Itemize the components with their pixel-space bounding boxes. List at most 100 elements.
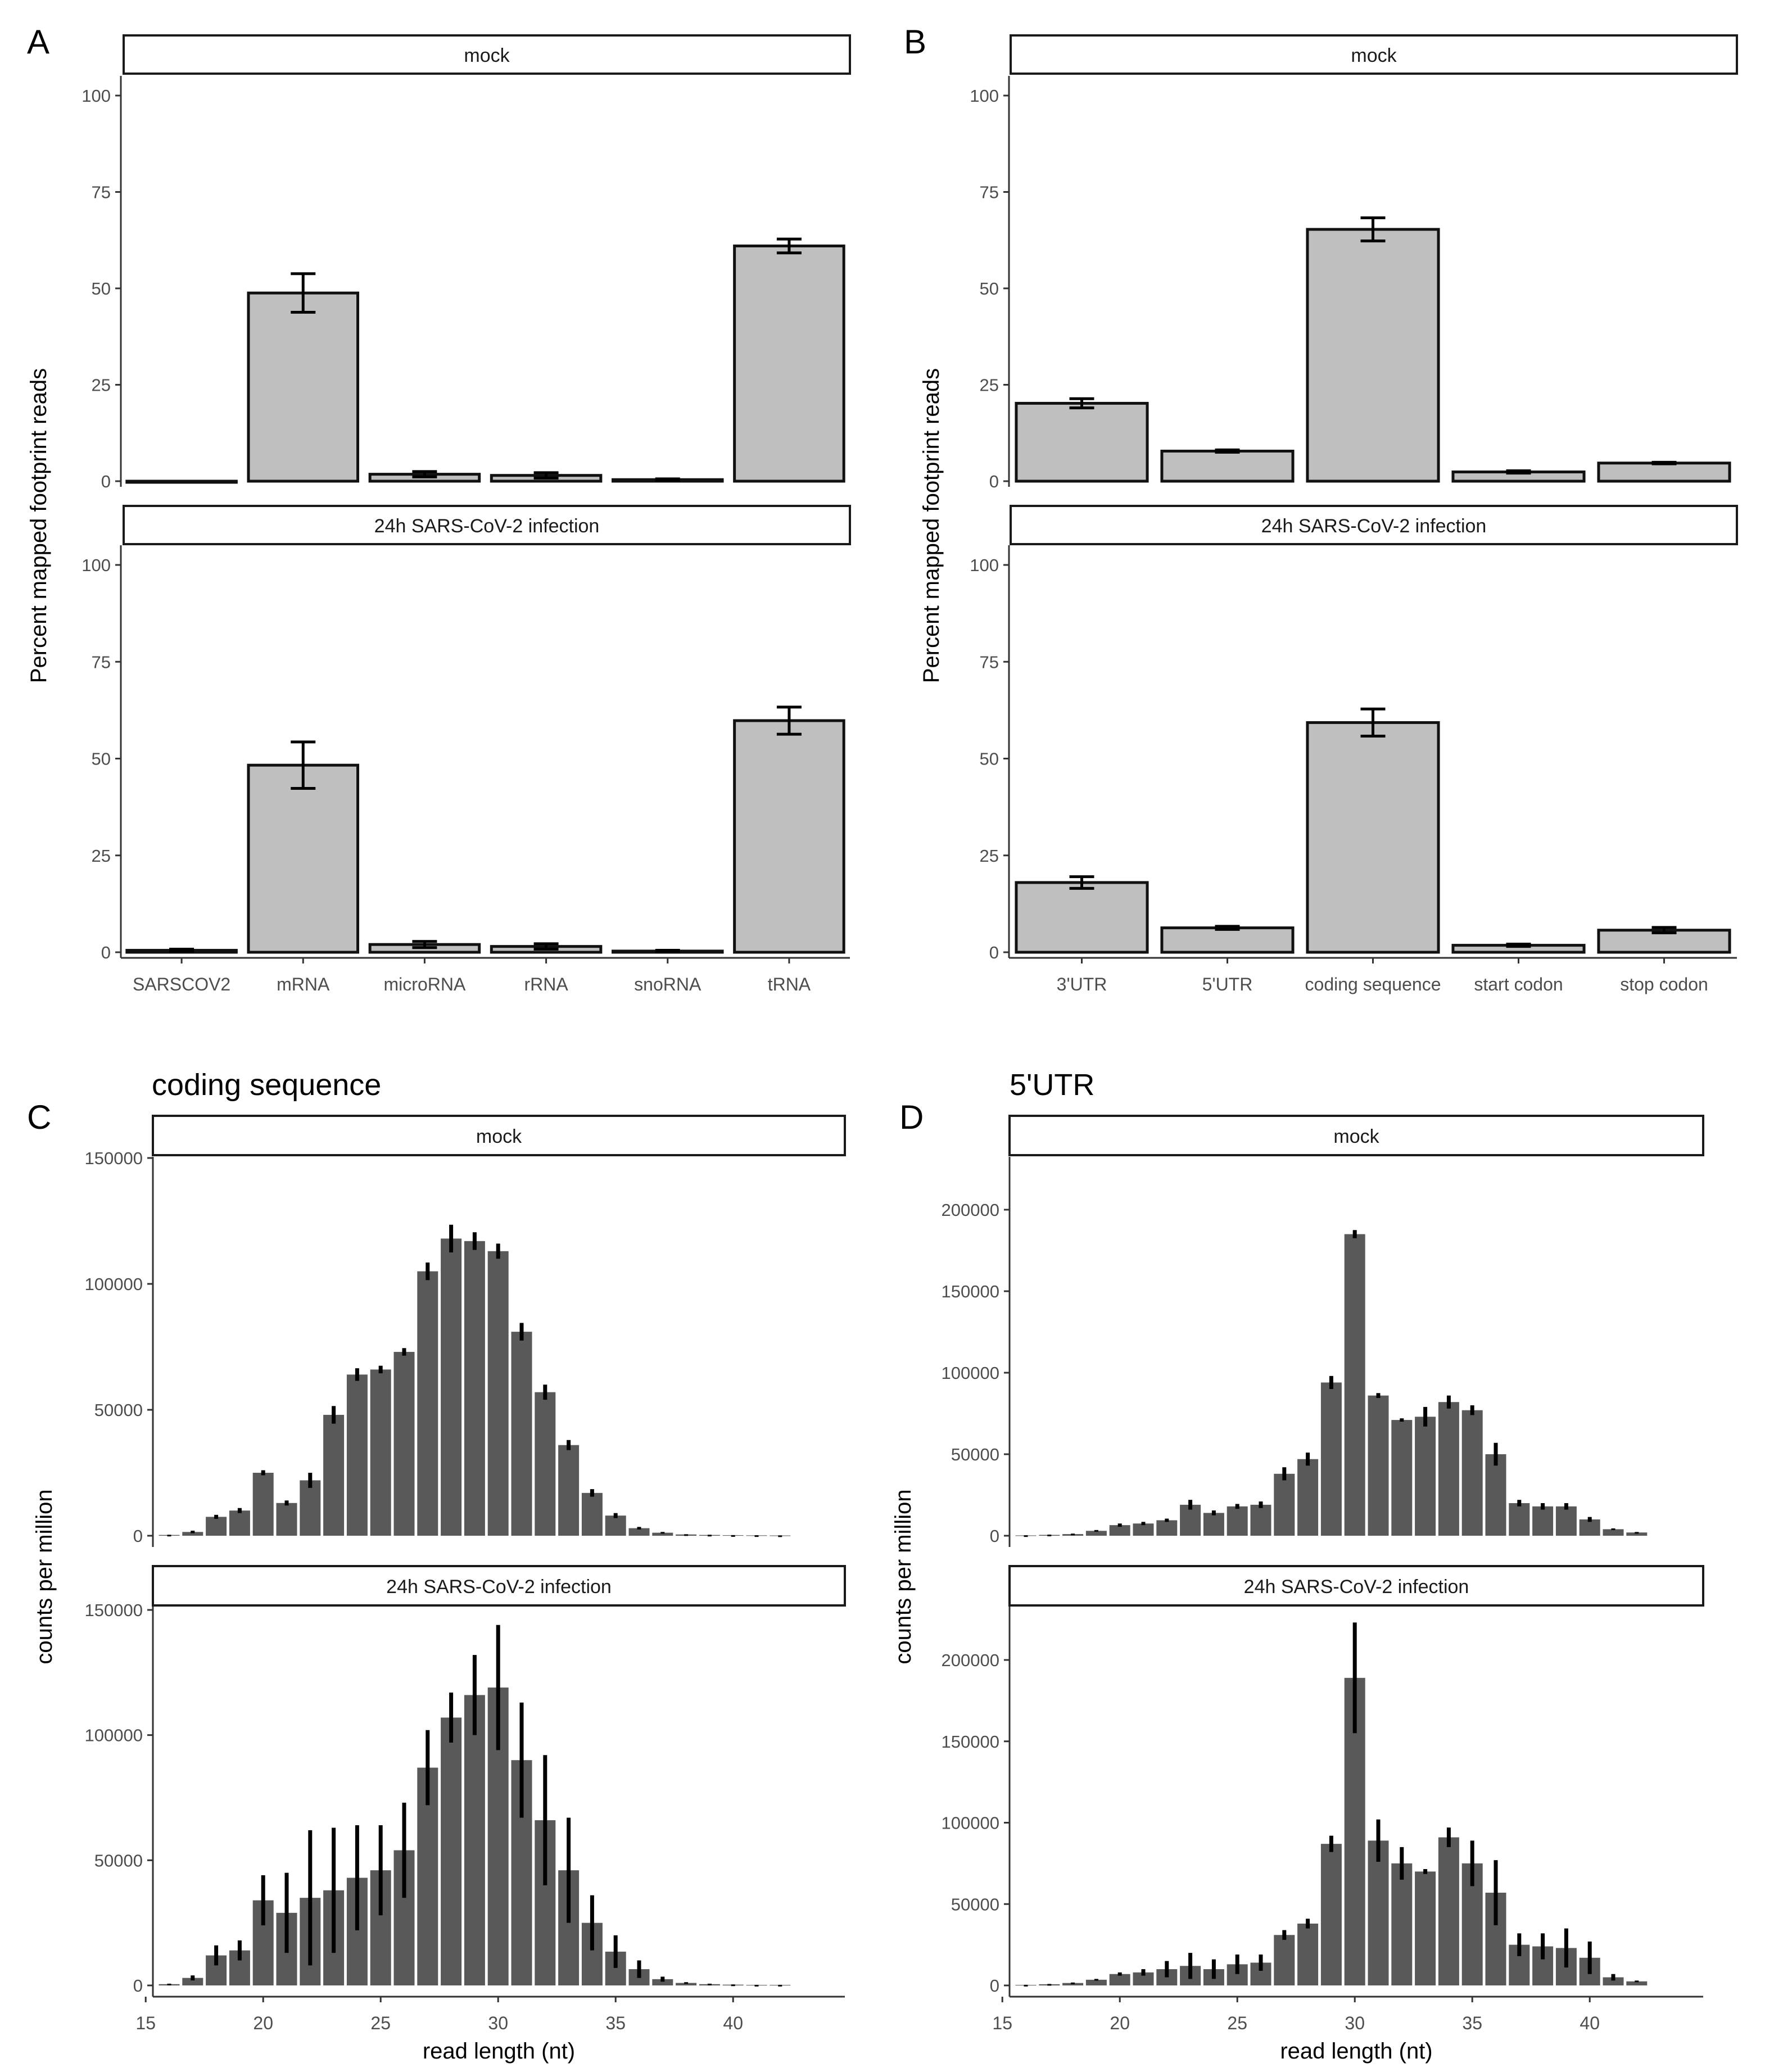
y-tick-label: 150000	[85, 1600, 143, 1620]
panel-title: 5'UTR	[1010, 1068, 1094, 1102]
bar	[441, 1717, 462, 1985]
bar	[1160, 926, 1295, 954]
bar	[1297, 1923, 1319, 1985]
bar	[323, 1414, 345, 1536]
y-tick-label: 50	[92, 749, 111, 769]
bar	[1438, 1837, 1459, 1985]
x-tick-label: 15	[135, 2013, 156, 2033]
y-tick-label: 150000	[942, 1282, 999, 1301]
bar	[1597, 462, 1731, 483]
y-tick-label: 50000	[951, 1445, 999, 1464]
bar	[229, 1510, 250, 1536]
facet-strip-label: 24h SARS-CoV-2 infection	[1244, 1576, 1469, 1598]
bar	[1415, 1871, 1436, 1985]
panel-letter: C	[27, 1098, 51, 1136]
y-tick-label: 0	[133, 1526, 143, 1546]
x-tick-label: 5'UTR	[1202, 974, 1253, 994]
bar	[1250, 1504, 1271, 1536]
bar	[1626, 1532, 1648, 1536]
bar	[652, 1979, 673, 1985]
bar	[535, 1392, 556, 1536]
facet-strip	[152, 1115, 846, 1156]
bar	[182, 1978, 203, 1985]
bar	[581, 1492, 603, 1536]
y-tick-label: 25	[92, 846, 111, 866]
x-tick-label: 25	[370, 2013, 391, 2033]
y-tick-label: 100000	[942, 1813, 999, 1833]
bar	[1156, 1520, 1178, 1536]
x-tick-label: SARSCOV2	[133, 974, 230, 994]
x-tick-label: rRNA	[524, 974, 568, 994]
bar	[441, 1238, 462, 1536]
facet-infection: 24h SARS-CoV-2 infection 0 25 50 75 100 3'UTR 5…	[970, 505, 1738, 994]
y-tick-label: 75	[92, 652, 111, 672]
y-tick-label: 0	[101, 472, 111, 491]
bar	[1320, 1844, 1342, 1985]
y-tick-label: 100000	[85, 1726, 143, 1745]
x-tick-label: 15	[992, 2013, 1012, 2033]
x-tick-label: 20	[1110, 2013, 1130, 2033]
facet-strip	[1008, 1115, 1704, 1156]
bar	[1461, 1410, 1483, 1536]
x-tick-label: 40	[1580, 2013, 1600, 2033]
y-axis-label: Percent mapped footprint reads	[26, 368, 51, 683]
x-tick-label: 30	[488, 2013, 508, 2033]
y-tick-label: 50	[92, 279, 111, 298]
bar	[346, 1374, 368, 1536]
facet-strip	[1010, 505, 1738, 545]
bar	[206, 1517, 227, 1536]
y-tick-label: 50	[980, 749, 999, 769]
y-tick-label: 25	[92, 376, 111, 395]
x-tick-label: stop codon	[1620, 974, 1708, 994]
x-axis-label: read length (nt)	[1280, 2039, 1432, 2064]
x-tick-label: mRNA	[277, 974, 330, 994]
bar	[1109, 1525, 1130, 1536]
bar	[247, 291, 360, 483]
y-axis-label: counts per million	[32, 1489, 57, 1664]
facet-mock: mock 0 50000 100000 150000 200000	[942, 1115, 1704, 1547]
bar	[1485, 1454, 1506, 1536]
x-tick-label: start codon	[1474, 974, 1563, 994]
y-tick-label: 0	[133, 1976, 143, 1996]
y-tick-label: 0	[989, 472, 999, 491]
y-tick-label: 100000	[942, 1363, 999, 1383]
y-tick-label: 100	[970, 86, 999, 106]
bar	[1085, 1979, 1107, 1985]
facet-strip	[1008, 1565, 1704, 1607]
bar	[1415, 1417, 1436, 1536]
x-tick-label: snoRNA	[634, 974, 702, 994]
bar	[1160, 449, 1295, 483]
panel-letter: D	[899, 1098, 924, 1136]
y-axis-label: counts per million	[891, 1489, 916, 1664]
y-tick-label: 75	[980, 183, 999, 202]
bar	[1509, 1503, 1530, 1536]
bar	[1532, 1506, 1554, 1536]
facet-strip-label: 24h SARS-CoV-2 infection	[1261, 515, 1487, 537]
facet-strip-label: 24h SARS-CoV-2 infection	[386, 1576, 612, 1598]
bar	[1555, 1506, 1577, 1536]
y-tick-label: 100	[82, 86, 111, 106]
bar	[1603, 1529, 1624, 1536]
bar	[1062, 1983, 1084, 1985]
bar	[676, 1983, 697, 1985]
bar	[487, 1251, 509, 1536]
bar	[652, 1532, 673, 1536]
bar	[1297, 1459, 1319, 1536]
bar	[393, 1351, 415, 1536]
facet-infection: 24h SARS-CoV-2 infection 0 50000 100000 1500…	[85, 1565, 846, 2064]
facet-mock: mock 0 25 50 75 100	[82, 34, 851, 491]
facet-strip	[152, 1565, 846, 1607]
x-tick-label: microRNA	[384, 974, 466, 994]
y-tick-label: 200000	[942, 1200, 999, 1220]
facet-strip-label: mock	[464, 45, 510, 66]
y-tick-label: 200000	[942, 1650, 999, 1670]
x-tick-label: 30	[1345, 2013, 1365, 2033]
facet-strip	[1010, 34, 1738, 75]
y-tick-label: 75	[92, 183, 111, 202]
bar	[1180, 1504, 1201, 1536]
y-tick-label: 50000	[94, 1851, 143, 1870]
bar	[1603, 1977, 1624, 1985]
y-tick-label: 0	[989, 943, 999, 962]
